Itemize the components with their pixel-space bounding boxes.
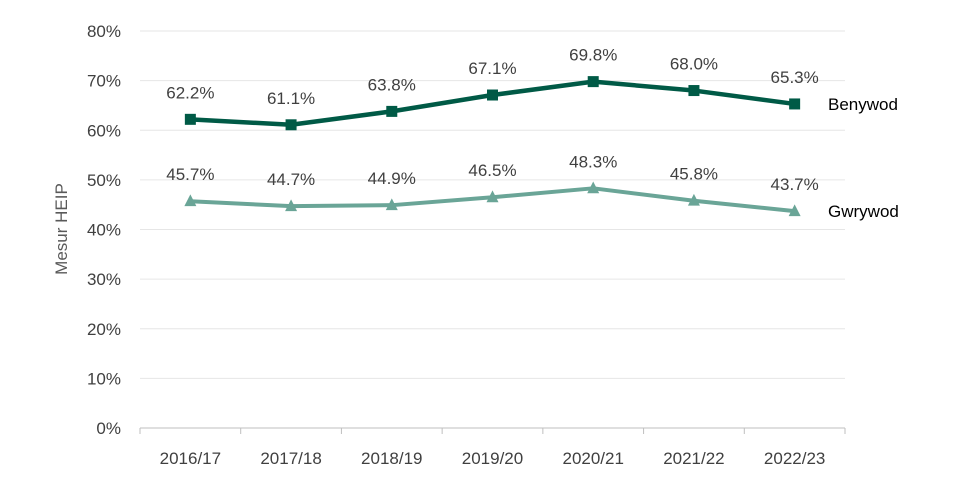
x-tick-label: 2022/23 xyxy=(764,449,825,468)
data-label: 61.1% xyxy=(267,89,315,108)
x-tick-label: 2021/22 xyxy=(663,449,724,468)
data-label: 69.8% xyxy=(569,46,617,65)
series-label-gwrywod: Gwrywod xyxy=(828,202,899,221)
marker-square xyxy=(184,113,196,125)
series-gwrywod: 45.7% 44.7% 44.9% 46.5% 48.3% 45.8% 43.7% Gwryw… xyxy=(166,152,899,221)
y-tick-label: 40% xyxy=(87,221,121,240)
marker-square xyxy=(587,76,599,88)
marker-square xyxy=(487,89,498,101)
marker-triangle xyxy=(486,190,499,203)
x-tick-label: 2017/18 xyxy=(260,449,321,468)
x-tick-label: 2016/17 xyxy=(160,449,221,468)
series: 62.2% 61.1% 63.8% 67.1% 69.8% 68.0% 65.3% Benyw… xyxy=(166,46,899,222)
axes: 0% 10% 20% 30% 40% 50% 60% 70% 80% 2016/17 2017/18… xyxy=(87,22,846,468)
data-label: 68.0% xyxy=(670,55,718,74)
data-label: 43.7% xyxy=(771,175,819,194)
data-label: 48.3% xyxy=(569,152,617,171)
data-label: 46.5% xyxy=(468,161,516,180)
marker-triangle xyxy=(788,204,801,217)
data-label: 44.9% xyxy=(368,169,416,188)
y-tick-label: 0% xyxy=(96,419,121,438)
marker-triangle xyxy=(285,199,298,212)
data-label: 67.1% xyxy=(468,59,516,78)
data-label: 65.3% xyxy=(771,68,819,87)
data-label: 45.7% xyxy=(166,165,214,184)
y-tick-label: 50% xyxy=(87,171,121,190)
y-tick-label: 30% xyxy=(87,270,121,289)
marker-square xyxy=(386,105,398,117)
marker-triangle xyxy=(184,194,197,207)
x-tick-label: 2019/20 xyxy=(462,449,523,468)
data-label: 63.8% xyxy=(368,75,416,94)
marker-square xyxy=(789,98,801,110)
y-tick-label: 70% xyxy=(87,72,121,91)
y-tick-label: 80% xyxy=(87,22,121,41)
y-tick-label: 10% xyxy=(87,369,121,388)
y-tick-label: 60% xyxy=(87,121,121,140)
marker-square xyxy=(688,85,700,97)
data-label: 62.2% xyxy=(166,83,214,102)
data-label: 44.7% xyxy=(267,170,315,189)
marker-square xyxy=(285,119,297,131)
y-axis-title: Mesur HEIP xyxy=(52,183,71,275)
gridlines xyxy=(140,30,845,379)
x-tick-label: 2018/19 xyxy=(361,449,422,468)
series-benywod: 62.2% 61.1% 63.8% 67.1% 69.8% 68.0% 65.3% Benyw… xyxy=(166,46,898,131)
y-tick-label: 20% xyxy=(87,320,121,339)
x-tick-label: 2020/21 xyxy=(562,449,623,468)
series-label-benywod: Benywod xyxy=(828,95,898,114)
marker-triangle xyxy=(587,181,600,194)
data-label: 45.8% xyxy=(670,165,718,184)
marker-triangle xyxy=(385,198,398,211)
marker-triangle xyxy=(687,193,700,206)
